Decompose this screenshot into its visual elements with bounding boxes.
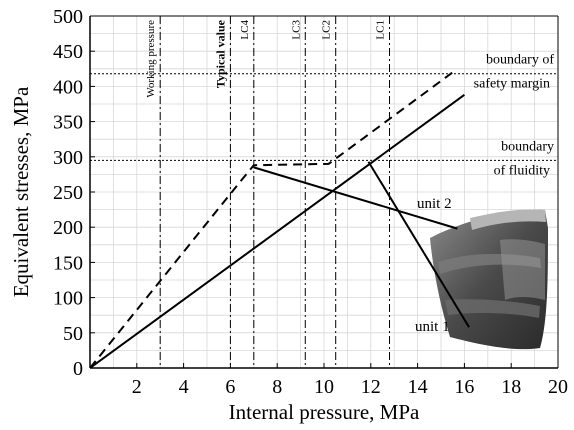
solid-series-line (90, 94, 465, 368)
x-tick-label: 4 (179, 376, 189, 398)
vertical-line-label: LC4 (239, 20, 251, 40)
x-tick-label: 2 (132, 376, 142, 398)
axes: 0 50 100 150 200 250 300 350 400 450 500 2 4 6 8 10 12 14… (9, 6, 568, 424)
data-series (90, 71, 465, 368)
vertical-line-label: LC1 (375, 20, 387, 40)
x-tick-label: 8 (272, 376, 282, 398)
vertical-line-label: LC3 (290, 20, 302, 40)
reference-lines: boundary of safety margin boundary of fluid… (90, 16, 558, 368)
boundary-label-line1: boundary of (486, 53, 554, 68)
y-tick-label: 50 (63, 323, 83, 345)
y-tick-label: 350 (53, 112, 83, 134)
dashed-series-line (90, 71, 454, 368)
y-tick-label: 300 (53, 147, 83, 169)
y-axis-title: Equivalent stresses, MPa (9, 86, 33, 297)
vertical-line-label: Typical value (213, 19, 227, 88)
boundary-label-line2: of fluidity (494, 163, 550, 178)
vertical-line-label: Working pressure (145, 20, 157, 98)
vertical-line-label: LC2 (321, 20, 333, 40)
unit-3d-model-picture (430, 209, 548, 350)
callout-line (367, 161, 470, 328)
y-tick-label: 0 (73, 358, 83, 380)
callout-line (253, 166, 458, 230)
y-tick-label: 400 (53, 76, 83, 98)
x-tick-label: 6 (225, 376, 235, 398)
x-tick-label: 10 (314, 376, 334, 398)
y-tick-label: 250 (53, 182, 83, 204)
annotations: unit 2 unit 1 (253, 161, 470, 335)
y-tick-label: 150 (53, 252, 83, 274)
x-tick-label: 20 (548, 376, 568, 398)
boundary-label-line2: safety margin (474, 77, 550, 92)
y-tick-label: 450 (53, 41, 83, 63)
x-tick-label: 16 (454, 376, 474, 398)
callout-label: unit 2 (417, 196, 452, 212)
y-tick-label: 100 (53, 288, 83, 310)
y-tick-label: 200 (53, 217, 83, 239)
x-tick-label: 12 (361, 376, 381, 398)
x-tick-label: 14 (408, 376, 428, 398)
y-tick-label: 500 (53, 6, 83, 28)
x-tick-label: 18 (501, 376, 521, 398)
callout-label: unit 1 (415, 319, 450, 335)
x-axis-title: Internal pressure, MPa (229, 400, 420, 424)
boundary-label-line1: boundary (501, 139, 554, 154)
